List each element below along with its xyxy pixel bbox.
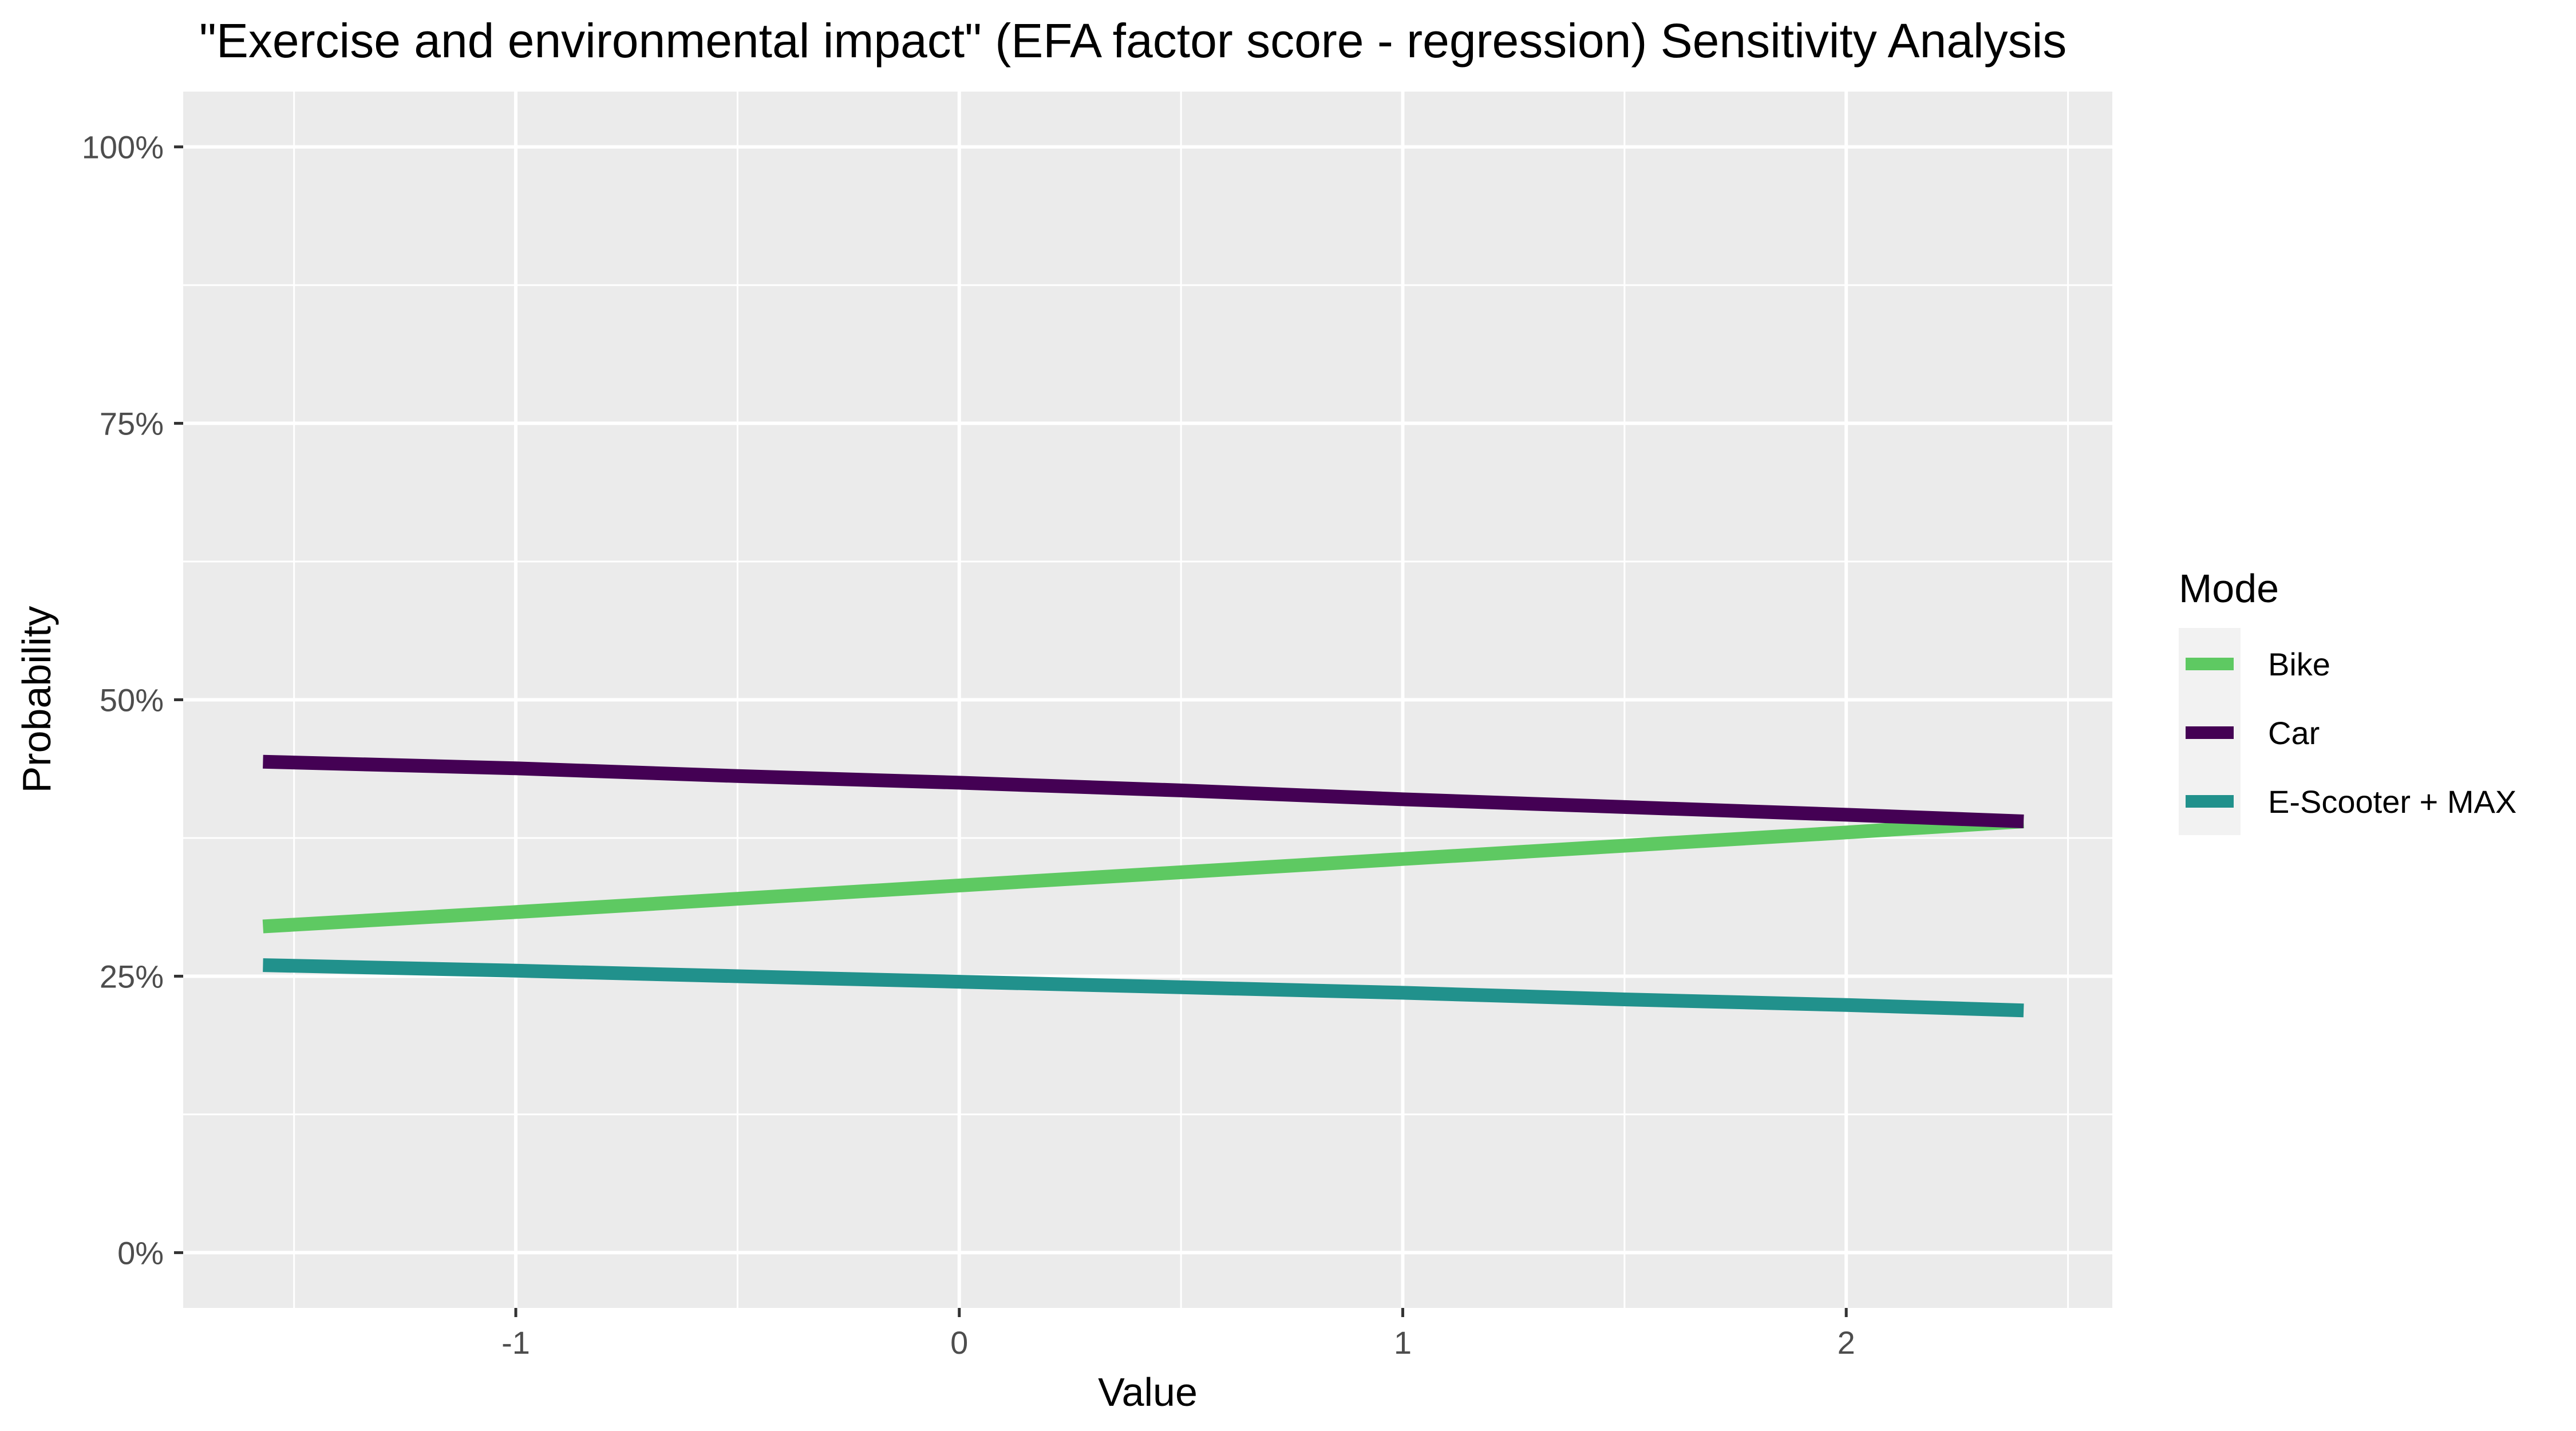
y-tick-label: 25% — [100, 958, 164, 994]
series-lines — [262, 754, 2024, 1018]
series-line-bike — [262, 815, 2024, 934]
y-tick-label: 75% — [100, 406, 164, 442]
major-gridlines — [183, 92, 2112, 1308]
y-tick-label: 50% — [100, 682, 164, 718]
legend: Mode Bike Car E-Scooter + MAX — [2179, 566, 2516, 835]
legend-label-e-scooter-max: E-Scooter + MAX — [2268, 784, 2516, 820]
legend-label-bike: Bike — [2268, 646, 2330, 682]
legend-label-car: Car — [2268, 715, 2320, 751]
x-axis: -1 0 1 2 — [501, 1308, 1855, 1361]
x-tick-label: 0 — [950, 1325, 968, 1361]
x-tick-label: -1 — [501, 1325, 530, 1361]
y-tick-label: 100% — [82, 129, 164, 165]
series-line-e-scooter-max — [263, 958, 2024, 1018]
chart-title: "Exercise and environmental impact" (EFA… — [199, 14, 2067, 68]
y-tick-label: 0% — [117, 1235, 164, 1271]
y-axis: 0% 25% 50% 75% 100% — [82, 129, 183, 1271]
x-tick-label: 2 — [1838, 1325, 1855, 1361]
x-axis-title: Value — [1098, 1370, 1198, 1414]
x-tick-label: 1 — [1394, 1325, 1412, 1361]
legend-title: Mode — [2179, 566, 2279, 611]
series-line-car — [263, 754, 2024, 828]
y-axis-title: Probability — [14, 606, 59, 793]
